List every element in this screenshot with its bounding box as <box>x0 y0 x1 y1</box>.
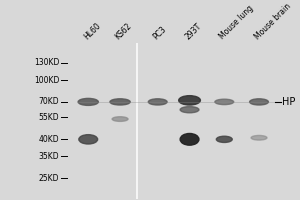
Ellipse shape <box>179 96 200 105</box>
Text: Mouse brain: Mouse brain <box>253 1 292 41</box>
Ellipse shape <box>216 136 232 142</box>
Ellipse shape <box>180 107 199 113</box>
Text: 40KD: 40KD <box>39 135 59 144</box>
Ellipse shape <box>250 99 268 105</box>
Ellipse shape <box>112 117 128 121</box>
Text: HP: HP <box>282 97 296 107</box>
Text: PC3: PC3 <box>151 24 168 41</box>
Text: 130KD: 130KD <box>34 58 59 67</box>
Ellipse shape <box>180 133 199 145</box>
Ellipse shape <box>110 99 130 105</box>
Text: 55KD: 55KD <box>39 113 59 122</box>
Ellipse shape <box>78 98 98 105</box>
Text: Mouse lung: Mouse lung <box>218 4 255 41</box>
Ellipse shape <box>251 135 267 140</box>
Text: 35KD: 35KD <box>39 152 59 161</box>
Ellipse shape <box>79 135 98 144</box>
Text: KS62: KS62 <box>114 21 134 41</box>
Text: 25KD: 25KD <box>39 174 59 183</box>
Text: 293T: 293T <box>183 21 203 41</box>
Ellipse shape <box>215 99 234 105</box>
Text: 100KD: 100KD <box>34 76 59 85</box>
Ellipse shape <box>148 99 167 105</box>
Text: 70KD: 70KD <box>39 97 59 106</box>
Text: HL60: HL60 <box>82 21 102 41</box>
